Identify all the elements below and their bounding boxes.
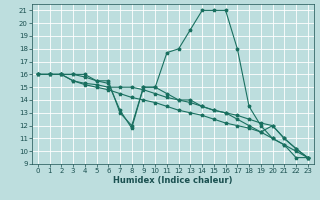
X-axis label: Humidex (Indice chaleur): Humidex (Indice chaleur) (113, 176, 233, 185)
